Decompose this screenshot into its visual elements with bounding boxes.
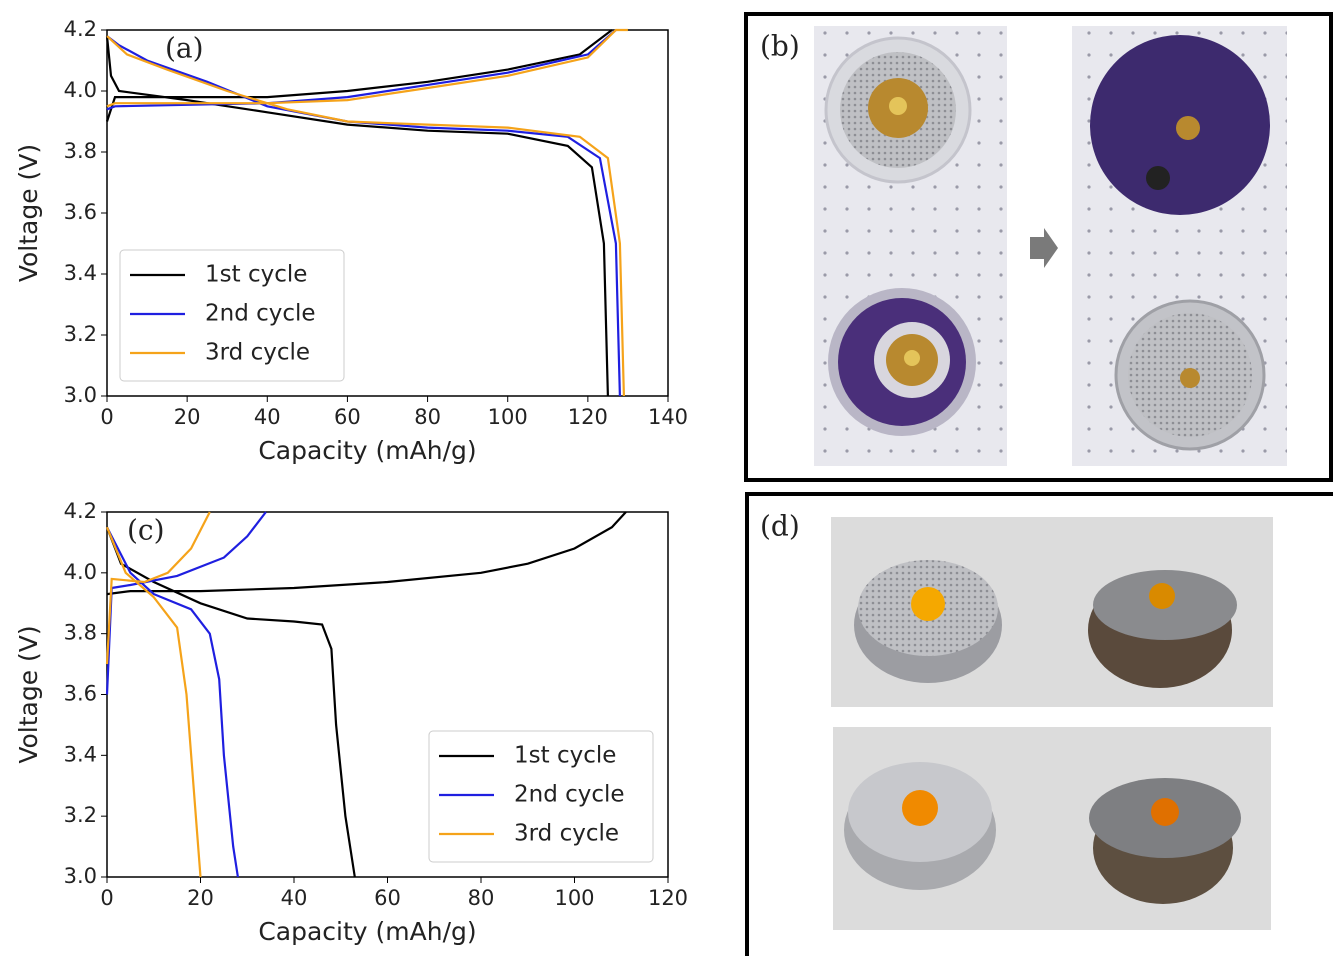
y-tick-label: 3.6	[64, 200, 97, 224]
line-series	[106, 28, 628, 397]
legend-label: 2nd cycle	[514, 782, 625, 808]
electrode	[904, 350, 920, 366]
panel-d: (d)	[745, 492, 1333, 956]
line-series	[105, 29, 613, 397]
x-tick-label: 40	[254, 405, 281, 429]
x-tick-label: 100	[488, 405, 528, 429]
y-tick-label: 3.0	[64, 864, 97, 888]
electrode	[1149, 583, 1175, 609]
x-axis-label: Capacity (mAh/g)	[258, 917, 476, 946]
y-tick-label: 4.0	[64, 78, 97, 102]
arrow	[1030, 228, 1058, 268]
x-tick-label: 60	[374, 886, 401, 910]
x-tick-label: 0	[100, 886, 113, 910]
panel-label: (d)	[760, 510, 800, 543]
y-tick-label: 4.2	[64, 17, 97, 41]
legend-box	[428, 730, 654, 863]
charts: 0 20 40 60 80 100 120 140 3.0 3.2 3.4 3.6 3.8 4.0 4.2 C…	[14, 17, 688, 946]
x-tick-label: 40	[281, 886, 308, 910]
x-tick-label: 80	[414, 405, 441, 429]
x-tick-label: 120	[648, 886, 688, 910]
y-tick-label: 4.0	[64, 560, 97, 584]
legend-box	[119, 249, 345, 382]
x-tick-label: 120	[568, 405, 608, 429]
annotation: (a)	[165, 32, 204, 65]
electrode	[1180, 368, 1200, 388]
annotation: (c)	[127, 514, 165, 547]
line-series	[105, 511, 627, 878]
electrode	[1176, 116, 1200, 140]
y-tick-label: 3.8	[64, 621, 97, 645]
x-tick-label: 100	[554, 886, 594, 910]
x-tick-label: 80	[468, 886, 495, 910]
y-tick-label: 3.8	[64, 139, 97, 163]
y-tick-label: 3.4	[64, 742, 97, 766]
x-tick-label: 140	[648, 405, 688, 429]
legend-label: 3rd cycle	[514, 821, 619, 847]
x-tick-label: 0	[100, 405, 113, 429]
y-tick-label: 3.4	[64, 261, 97, 285]
x-tick-label: 60	[334, 405, 361, 429]
y-axis-label: Voltage (V)	[14, 144, 43, 282]
y-tick-label: 3.2	[64, 803, 97, 827]
electrode	[1151, 798, 1179, 826]
mark	[1146, 166, 1170, 190]
electrode	[902, 790, 938, 826]
y-tick-label: 3.6	[64, 682, 97, 706]
y-tick-label: 3.0	[64, 383, 97, 407]
y-tick-label: 4.2	[64, 499, 97, 523]
electrode	[911, 587, 945, 621]
legend-label: 1st cycle	[205, 262, 307, 288]
line-series	[106, 29, 621, 397]
panel-label: (b)	[760, 30, 800, 63]
x-axis-label: Capacity (mAh/g)	[258, 436, 476, 465]
electrode	[889, 97, 907, 115]
x-tick-label: 20	[174, 405, 201, 429]
line-series	[105, 511, 211, 878]
panel-b: (b)	[744, 12, 1333, 482]
x-tick-label: 20	[187, 886, 214, 910]
y-axis-label: Voltage (V)	[14, 625, 43, 763]
panel-frame	[745, 492, 1333, 956]
y-tick-label: 3.2	[64, 322, 97, 346]
panel-frame	[744, 12, 1333, 482]
legend-label: 2nd cycle	[205, 301, 316, 327]
legend-label: 1st cycle	[514, 743, 616, 769]
legend-label: 3rd cycle	[205, 340, 310, 366]
